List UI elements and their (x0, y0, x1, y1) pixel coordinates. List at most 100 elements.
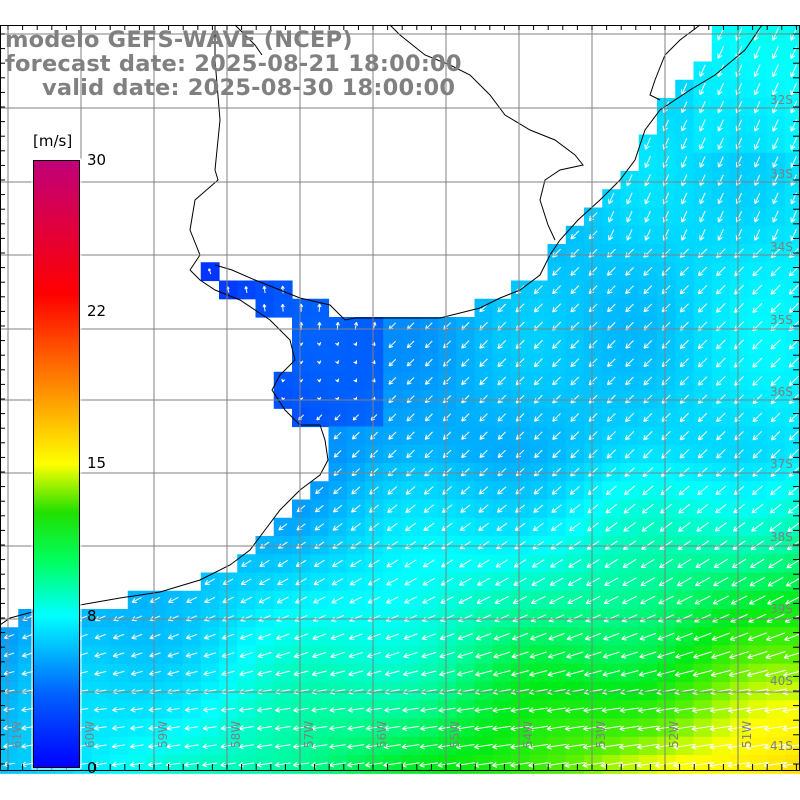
wind-arrow (515, 504, 526, 513)
wind-arrow (769, 503, 782, 514)
wind-arrow (732, 522, 746, 532)
wind-arrow (420, 707, 438, 713)
wind-arrow (734, 284, 745, 295)
wind-arrow (406, 358, 415, 367)
wind-arrow (257, 633, 272, 640)
wind-arrow (384, 670, 400, 677)
wind-arrow (624, 449, 635, 459)
wind-arrow (461, 413, 470, 422)
wind-speed-field (0, 25, 800, 774)
wind-arrow (655, 743, 677, 750)
wind-arrow (731, 558, 747, 569)
wind-arrow (147, 761, 163, 768)
wind-arrow (185, 633, 198, 640)
wind-arrow (750, 558, 765, 569)
wind-arrow (331, 596, 344, 604)
wind-arrow (784, 633, 800, 642)
lon-label: 61W (10, 720, 24, 748)
wind-arrow (352, 414, 360, 421)
wind-arrow (531, 577, 546, 586)
wind-arrow (566, 651, 584, 659)
wind-arrow (697, 376, 708, 386)
wind-arrow (691, 707, 714, 714)
wind-arrow (643, 285, 653, 295)
wind-arrow (277, 559, 289, 567)
wind-arrow (564, 762, 586, 768)
wind-arrow (347, 707, 364, 713)
wind-arrow (497, 394, 507, 404)
wind-arrow (457, 670, 474, 677)
wind-arrow (533, 339, 543, 350)
wind-arrow (734, 302, 745, 313)
wind-arrow (602, 651, 620, 659)
wind-arrow (131, 597, 142, 603)
wind-arrow (729, 632, 749, 641)
wind-arrow (495, 577, 509, 586)
wind-arrow (787, 521, 800, 532)
wind-arrow (771, 45, 779, 59)
wind-arrow (734, 412, 744, 423)
wind-arrow (715, 467, 726, 477)
wind-arrow (747, 632, 767, 642)
wind-arrow (422, 577, 436, 586)
wind-arrow (552, 376, 562, 386)
wind-arrow (658, 595, 674, 605)
wind-arrow (403, 651, 418, 659)
wind-arrow (570, 358, 580, 368)
wind-arrow (367, 633, 381, 641)
wind-arrow (347, 761, 365, 768)
wind-arrow (735, 101, 743, 114)
wind-arrow (699, 192, 706, 205)
wind-arrow (534, 431, 543, 440)
wind-arrow (657, 651, 675, 659)
wind-arrow (203, 670, 217, 677)
wind-arrow (204, 596, 216, 604)
wind-arrow (93, 725, 107, 731)
wind-arrow (275, 633, 290, 641)
wind-arrow (676, 614, 693, 623)
wind-arrow (752, 449, 763, 459)
wind-arrow (680, 156, 688, 168)
wind-arrow (405, 486, 416, 495)
wind-arrow (570, 467, 580, 477)
wind-arrow (496, 522, 508, 532)
wind-arrow (727, 743, 751, 750)
wind-arrow (275, 707, 291, 713)
wind-arrow (459, 541, 472, 550)
wind-arrow (475, 651, 492, 659)
wind-arrow (549, 577, 564, 586)
wind-arrow (461, 358, 470, 367)
wind-arrow (763, 743, 788, 750)
colorbar-label-8: 8 (87, 607, 97, 625)
wind-arrow (365, 743, 383, 750)
wind-arrow (442, 486, 452, 495)
wind-arrow (366, 670, 382, 677)
wind-arrow (673, 725, 695, 732)
lon-label: 53W (594, 720, 608, 748)
wind-arrow (313, 559, 325, 568)
wind-cell (784, 189, 800, 209)
wind-arrow (511, 651, 529, 659)
wind-arrow (477, 559, 490, 568)
wind-arrow (439, 633, 455, 641)
colorbar (33, 160, 80, 768)
wind-arrow (350, 559, 362, 568)
wind-arrow (658, 577, 674, 587)
wind-arrow (21, 706, 34, 713)
wind-arrow (275, 670, 291, 677)
wind-arrow (790, 137, 797, 150)
wind-arrow (404, 541, 417, 550)
wind-arrow (568, 540, 581, 550)
wind-arrow (753, 137, 761, 150)
wind-arrow (353, 360, 358, 365)
wind-arrow (332, 504, 343, 513)
wind-arrow (533, 413, 543, 422)
wind-arrow (567, 595, 583, 605)
wind-arrow (678, 503, 691, 514)
wind-arrow (546, 725, 567, 732)
wind-cell (784, 390, 800, 409)
wind-arrow (281, 378, 286, 383)
wind-cell (784, 536, 800, 555)
wind-arrow (582, 762, 604, 768)
wind-arrow (406, 340, 415, 349)
